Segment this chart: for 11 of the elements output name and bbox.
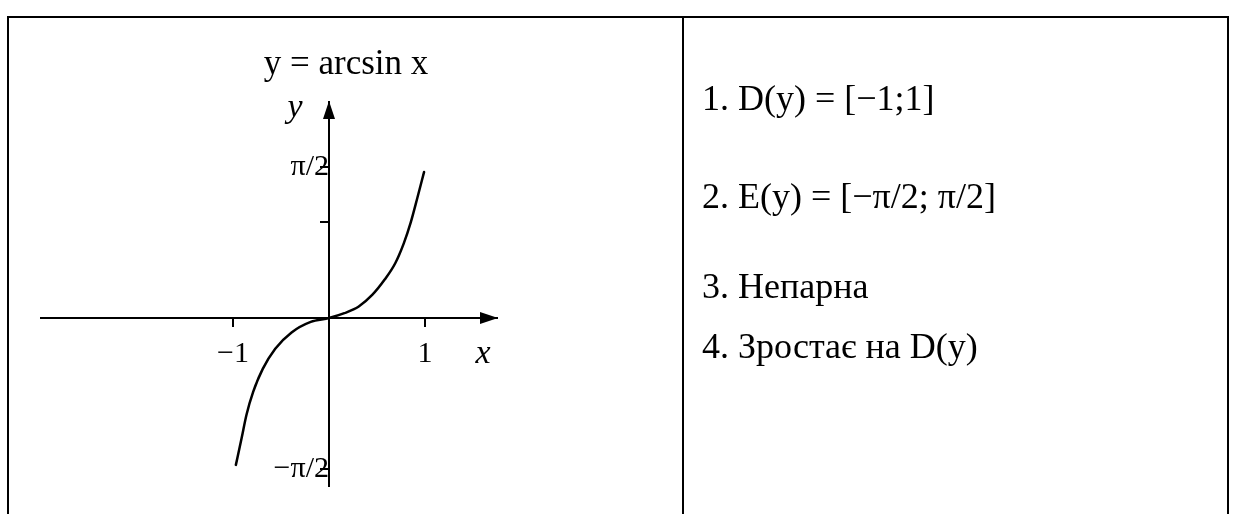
y-axis-title: y	[284, 86, 304, 124]
text: 3. Непарна	[702, 265, 869, 307]
text: 4. Зростає на D(y)	[702, 325, 978, 367]
chart-title: y = arcsin x	[263, 43, 429, 83]
y-tick-label: −π/2	[273, 449, 329, 483]
text: 2. E(y) = [−π/2; π/2]	[702, 175, 996, 217]
text: 1. D(y) = [−1;1]	[702, 77, 935, 119]
x-tick-label: 1	[417, 334, 433, 368]
y-tick-label: π/2	[290, 148, 329, 182]
x-axis-title: x	[474, 332, 491, 370]
x-tick-label: −1	[217, 334, 249, 368]
